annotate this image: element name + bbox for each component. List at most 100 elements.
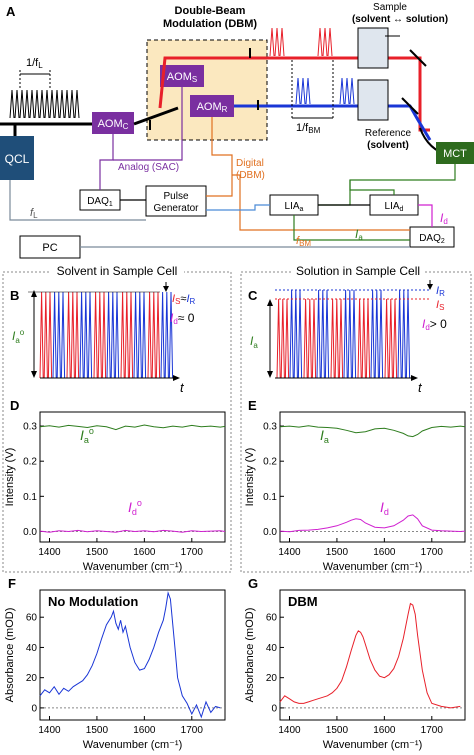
qcl-pulse-train bbox=[9, 89, 80, 119]
series-line-d bbox=[39, 529, 226, 533]
analog-label: Analog (SAC) bbox=[118, 162, 179, 173]
panel-c-pulses bbox=[276, 289, 411, 379]
y-tick-label: 40 bbox=[26, 643, 38, 654]
signal-wires bbox=[9, 87, 456, 248]
panel-c-ia: Ia bbox=[250, 334, 258, 350]
sample-label-1: Sample bbox=[373, 2, 407, 13]
x-tick-label: 1600 bbox=[373, 725, 396, 736]
panel-c-is: IS bbox=[436, 299, 444, 312]
blue-pulse bbox=[295, 77, 355, 105]
plot-frame bbox=[39, 589, 226, 721]
section-c-frame bbox=[240, 271, 472, 573]
mct-box bbox=[436, 142, 474, 164]
daq2-label: DAQ2 bbox=[419, 233, 445, 245]
chart-g: 1400 1500 1600 1700 0 20 40 60 Wavenumber (cm⁻¹)… bbox=[244, 589, 466, 751]
x-tick-label: 1500 bbox=[86, 547, 109, 558]
i-d-label: Id bbox=[440, 211, 448, 226]
reference-label-1: Reference bbox=[365, 128, 412, 139]
f-bm-label: fBM bbox=[296, 235, 311, 248]
mirror-bottom bbox=[401, 97, 419, 115]
mirror-top bbox=[409, 49, 427, 67]
y-axis-label: Absorbance (mOD) bbox=[244, 608, 256, 703]
y-tick-label: 0 bbox=[31, 703, 37, 714]
f-l-label: fL bbox=[30, 207, 38, 220]
red-pulse bbox=[269, 27, 333, 57]
x-tick-label: 1600 bbox=[133, 547, 156, 558]
freq-bm-label: 1/fBM bbox=[291, 60, 334, 135]
aom-s-box bbox=[160, 65, 204, 87]
freq-l-label: 1/fL bbox=[19, 57, 51, 90]
chart-f: 1400 1500 1600 1700 0 20 40 60 Wavenumber (cm⁻¹)… bbox=[4, 589, 226, 751]
y-tick-label: 20 bbox=[266, 673, 278, 684]
x-tick-label: 1600 bbox=[133, 725, 156, 736]
series-line-d bbox=[279, 514, 466, 533]
aom-c-label: AOMC bbox=[98, 118, 129, 131]
y-tick-label: 20 bbox=[26, 673, 38, 684]
qcl-box bbox=[0, 136, 34, 180]
sample-cell bbox=[357, 27, 389, 69]
panel-label-d: D bbox=[10, 398, 19, 413]
x-tick-label: 1700 bbox=[421, 547, 444, 558]
mct-label: MCT bbox=[443, 148, 467, 160]
section-c-title: Solution in Sample Cell bbox=[296, 264, 420, 278]
panel-label-g: G bbox=[248, 576, 258, 591]
blue-beam bbox=[234, 104, 432, 141]
y-tick-label: 0.3 bbox=[23, 422, 37, 433]
x-tick-label: 1700 bbox=[181, 725, 204, 736]
panel-label-f: F bbox=[8, 576, 16, 591]
panel-label-c: C bbox=[248, 288, 258, 303]
qcl-label: QCL bbox=[5, 152, 30, 166]
reference-label-2: (solvent) bbox=[367, 140, 409, 151]
plot-frame bbox=[39, 411, 226, 543]
y-tick-label: 0.0 bbox=[23, 527, 37, 538]
series-line-f bbox=[39, 591, 221, 719]
panel-label-a: A bbox=[6, 4, 16, 19]
lia-a-label: LIAa bbox=[285, 201, 304, 213]
y-tick-label: 0.3 bbox=[263, 422, 277, 433]
digital-label-2: (DBM) bbox=[236, 170, 265, 181]
panel-b-eq2: Id≈ 0 bbox=[170, 311, 195, 326]
svg-text:1/fL: 1/fL bbox=[26, 57, 43, 70]
digital-label-1: Digital bbox=[236, 158, 264, 169]
y-tick-label: 0.0 bbox=[263, 527, 277, 538]
y-tick-label: 40 bbox=[266, 643, 278, 654]
x-tick-label: 1700 bbox=[421, 725, 444, 736]
series-label-d: Id bbox=[380, 499, 389, 517]
x-tick-label: 1500 bbox=[326, 725, 349, 736]
blue-pulse-train bbox=[295, 77, 355, 105]
panel-c-ir: IR bbox=[436, 285, 445, 298]
panel-b-ia0: Iao bbox=[12, 328, 25, 345]
series-label-a: Iao bbox=[80, 426, 94, 445]
y-tick-label: 60 bbox=[266, 613, 278, 624]
y-axis-label: Absorbance (mOD) bbox=[4, 608, 16, 703]
x-tick-label: 1500 bbox=[86, 725, 109, 736]
qcl-pulse bbox=[9, 89, 80, 119]
series-line-a bbox=[279, 425, 466, 438]
y-tick-label: 0.1 bbox=[23, 492, 37, 503]
panel-b-pulses bbox=[39, 291, 174, 379]
aom-c-box bbox=[92, 112, 134, 134]
y-tick-label: 0.2 bbox=[23, 457, 37, 468]
x-axis-label: Wavenumber (cm⁻¹) bbox=[323, 561, 423, 573]
red-pulse-train bbox=[269, 27, 333, 57]
i-a-label: Ia bbox=[355, 227, 363, 242]
x-tick-label: 1600 bbox=[373, 547, 396, 558]
x-axis-label: Wavenumber (cm⁻¹) bbox=[83, 561, 183, 573]
x-axis-label: Wavenumber (cm⁻¹) bbox=[323, 739, 423, 751]
series-line-g bbox=[279, 602, 461, 709]
aom-r-label: AOMR bbox=[197, 101, 228, 114]
daq1-label: DAQ1 bbox=[87, 196, 113, 208]
panel-b-eq1: IS≈IR bbox=[172, 293, 196, 306]
section-b-title: Solvent in Sample Cell bbox=[57, 264, 178, 278]
x-tick-label: 1400 bbox=[278, 725, 301, 736]
svg-text:1/fBM: 1/fBM bbox=[296, 122, 321, 135]
series-label-d: Ido bbox=[128, 498, 142, 517]
chart-title: DBM bbox=[288, 594, 318, 609]
y-tick-label: 0.2 bbox=[263, 457, 277, 468]
panel-b-t: t bbox=[180, 380, 185, 395]
panel-c-id: Id> 0 bbox=[422, 317, 447, 332]
chart-e: 1400 1500 1600 1700 0.0 0.1 0.2 0.3 Wavenumber (… bbox=[244, 411, 466, 573]
panel-label-b: B bbox=[10, 288, 19, 303]
pulse-generator-label-1: Pulse bbox=[163, 191, 188, 202]
